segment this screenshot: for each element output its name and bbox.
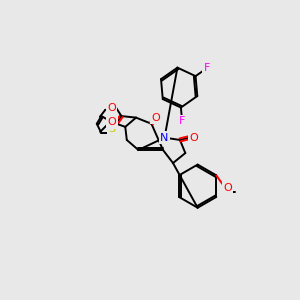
Text: F: F <box>204 63 210 73</box>
Text: O: O <box>223 183 232 193</box>
Text: O: O <box>151 112 160 123</box>
Text: O: O <box>107 103 116 112</box>
Text: O: O <box>223 183 232 193</box>
Text: O: O <box>108 117 116 127</box>
Text: O: O <box>189 133 198 142</box>
Text: O: O <box>189 133 198 142</box>
Text: S: S <box>109 124 116 134</box>
Text: F: F <box>179 116 185 126</box>
Text: N: N <box>160 133 169 142</box>
Text: O: O <box>108 117 116 127</box>
Text: O: O <box>151 112 160 123</box>
Text: F: F <box>204 63 210 73</box>
Text: O: O <box>107 103 116 112</box>
Text: F: F <box>179 116 185 126</box>
Text: N: N <box>160 133 169 142</box>
Text: S: S <box>109 124 116 134</box>
